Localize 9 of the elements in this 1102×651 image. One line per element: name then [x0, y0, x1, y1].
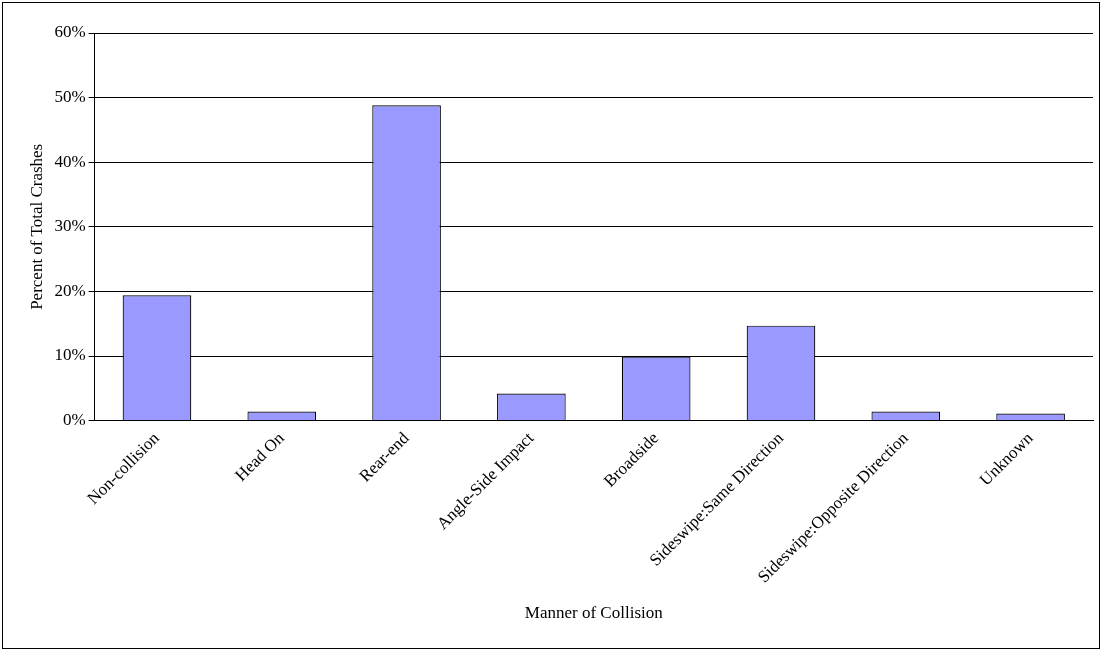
y-tick-label: 50% [54, 87, 86, 107]
y-tick-label: 20% [54, 280, 86, 300]
y-tick-label: 40% [54, 151, 86, 171]
y-tick-label: 10% [54, 345, 86, 365]
y-tick-label: 30% [54, 216, 86, 236]
y-tick-label: 0% [62, 410, 86, 430]
x-axis-title: Manner of Collision [524, 603, 664, 623]
y-axis-title: Percent of Total Crashes [26, 143, 46, 310]
y-tick-label: 60% [54, 22, 86, 42]
